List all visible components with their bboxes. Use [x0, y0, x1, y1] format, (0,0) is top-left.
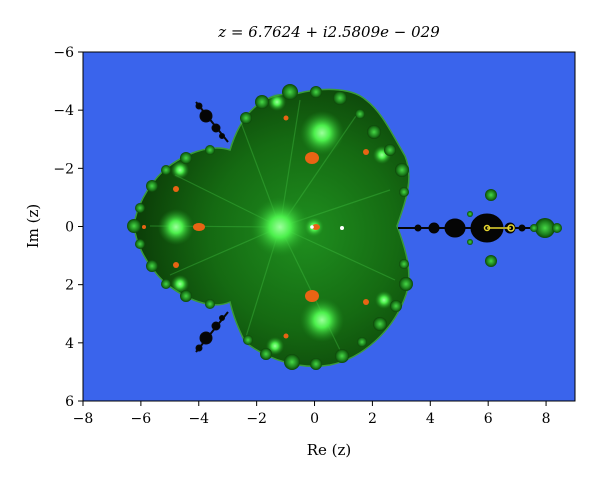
glow-small-3	[268, 93, 286, 111]
y-axis-ticks: −6 −4 −2 0 2 4 6	[53, 45, 83, 410]
x-tick-label: 2	[368, 411, 377, 427]
orange-spots	[142, 115, 369, 339]
chart-title: z = 6.7624 + i2.5809e − 029	[217, 23, 440, 41]
glow-left	[158, 209, 194, 245]
glow-small-6	[171, 275, 189, 293]
fringe-bulbs	[127, 84, 413, 370]
y-axis-label: Im (z)	[24, 204, 42, 249]
y-tick-label: 2	[65, 278, 74, 294]
green-satellites	[467, 189, 562, 267]
glow-center	[250, 197, 310, 257]
white-point	[340, 226, 344, 230]
x-tick-label: 6	[484, 411, 493, 427]
y-tick-label: −2	[53, 161, 74, 177]
x-tick-label: −6	[131, 411, 152, 427]
y-tick-label: 4	[65, 336, 74, 352]
y-tick-label: 0	[65, 220, 74, 236]
orbit-path	[483, 224, 515, 232]
x-tick-label: 8	[542, 411, 551, 427]
white-point-2	[310, 225, 314, 229]
x-tick-label: 0	[310, 411, 319, 427]
x-axis-label: Re (z)	[307, 441, 352, 459]
x-axis-ticks: −8 −6 −4 −2 0 2 4 6 8	[73, 401, 551, 427]
x-tick-label: 4	[426, 411, 435, 427]
y-tick-label: −4	[53, 103, 74, 119]
x-tick-label: −8	[73, 411, 94, 427]
black-spike-upper	[195, 101, 229, 143]
y-tick-label: −6	[53, 45, 74, 61]
y-tick-label: 6	[65, 394, 74, 410]
x-tick-label: −4	[188, 411, 209, 427]
glow-small-2	[375, 291, 393, 309]
fractal-image	[127, 84, 562, 370]
glow-upper	[300, 111, 344, 155]
black-spike-lower	[195, 311, 229, 353]
glow-small-5	[171, 161, 189, 179]
glow-lower	[300, 298, 344, 342]
x-tick-label: −2	[246, 411, 267, 427]
